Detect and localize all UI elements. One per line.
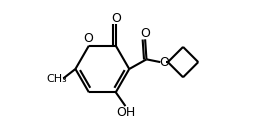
Text: OH: OH [116,106,136,119]
Text: CH₃: CH₃ [46,74,67,84]
Text: O: O [159,56,169,69]
Text: O: O [140,27,150,40]
Text: O: O [83,32,93,45]
Text: O: O [111,12,121,25]
